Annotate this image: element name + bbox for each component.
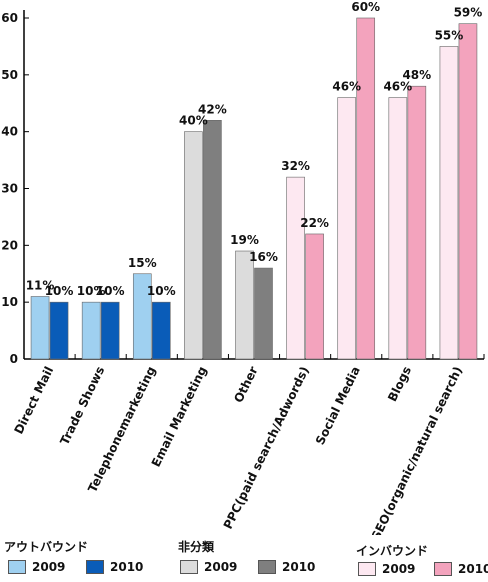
bar-2009 [439,46,459,360]
y-tick-label: 60 [1,11,18,25]
legend-outbound-2009-label: 2009 [32,560,66,574]
legend-other-2009-label: 2009 [204,560,238,574]
data-label-2009: 40% [179,114,208,128]
category-label: Email Marketing [149,364,210,469]
data-label-2010: 16% [249,250,278,264]
data-label-2009: 46% [332,80,361,94]
legend-inbound-2009: 2009 [358,562,415,576]
legend-other-2009: 2009 [180,560,237,574]
legend-inbound-title: インバウンド [356,544,429,558]
legend-outbound-2009: 2009 [8,560,65,574]
legend-inbound-2010: 2010 [434,562,488,576]
data-label-2010: 22% [300,216,329,230]
data-label-2010: 48% [402,68,431,82]
bar-2009 [30,296,50,360]
legend-inbound-2010-label: 2010 [458,562,488,576]
bar-2009 [184,131,203,360]
data-label-2010: 42% [198,102,227,116]
legend-outbound-2010-label: 2010 [110,560,144,574]
bar-2009 [337,97,357,360]
legend-other-2010-label: 2010 [282,560,316,574]
data-label-2009: 15% [128,256,157,270]
y-tick-label: 50 [1,68,18,82]
data-label-2010: 10% [147,284,176,298]
bar-2009 [235,250,254,360]
bar-2010 [407,85,427,360]
category-label: Trade Shows [57,364,107,447]
data-label-2009: 32% [281,159,310,173]
bar-2010 [356,17,376,360]
data-label-2010: 10% [45,284,74,298]
bar-2010 [203,120,222,360]
data-label-2009: 10% [77,284,106,298]
swatch-inbound-2010 [434,562,452,576]
bar-2009 [81,301,101,360]
y-tick-label: 10 [1,295,18,309]
bar-2010 [151,301,171,360]
category-label: Blogs [385,364,414,404]
legend-outbound-2010: 2010 [86,560,143,574]
data-label-2010: 59% [454,6,483,20]
bar-2010 [254,267,273,360]
swatch-other-2009 [180,560,198,574]
bar-2010 [458,23,478,360]
y-tick-label: 20 [1,238,18,252]
bar-2009 [388,97,408,360]
data-label-2009: 55% [435,28,464,42]
bar-2009 [286,176,305,360]
swatch-outbound-2010 [86,560,104,574]
legend-other-title: 非分類 [178,540,215,554]
bar-2010 [49,301,69,360]
data-label-2009: 46% [383,80,412,94]
bar-2010 [100,301,120,360]
legend-inbound-2009-label: 2009 [382,562,416,576]
category-label: PPC(paid search/Adwords) [221,364,312,531]
category-label: Other [231,364,261,405]
category-label: Direct Mail [11,364,56,436]
swatch-outbound-2009 [8,560,26,574]
bar-2009 [132,273,152,360]
y-tick-label: 0 [10,352,18,366]
data-label-2009: 19% [230,233,259,247]
legend-other-2010: 2010 [258,560,315,574]
legend-outbound-title: アウトバウンド [4,540,89,554]
y-tick-label: 40 [1,125,18,139]
category-label: SEO(organic/natural search) [369,364,465,535]
y-tick-label: 30 [1,182,18,196]
category-label: Social Media [313,364,363,447]
bar-2010 [305,233,324,360]
swatch-other-2010 [258,560,276,574]
data-label-2010: 60% [351,0,380,14]
data-label-2009: 11% [26,278,55,292]
swatch-inbound-2009 [358,562,376,576]
data-label-2010: 10% [96,284,125,298]
